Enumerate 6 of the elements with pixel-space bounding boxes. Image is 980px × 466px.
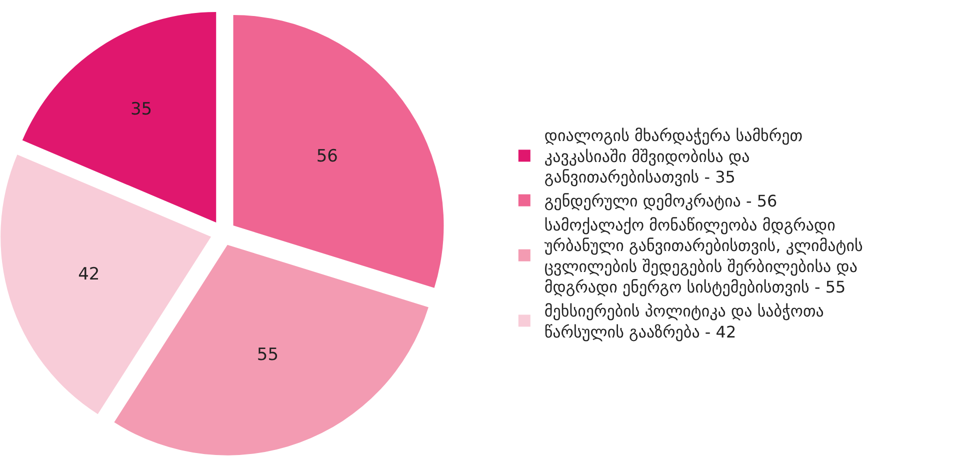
data-label: 56	[316, 146, 338, 166]
data-label: 35	[130, 99, 152, 120]
data-label: 55	[256, 344, 279, 365]
legend-label: გენდერული დემოკრატია - 56	[544, 192, 778, 211]
legend-label: მეხსიერების პოლიტიკა და საბჭოთა წარსულის გააზრება - 42	[544, 302, 824, 342]
data-label: 42	[78, 264, 100, 285]
